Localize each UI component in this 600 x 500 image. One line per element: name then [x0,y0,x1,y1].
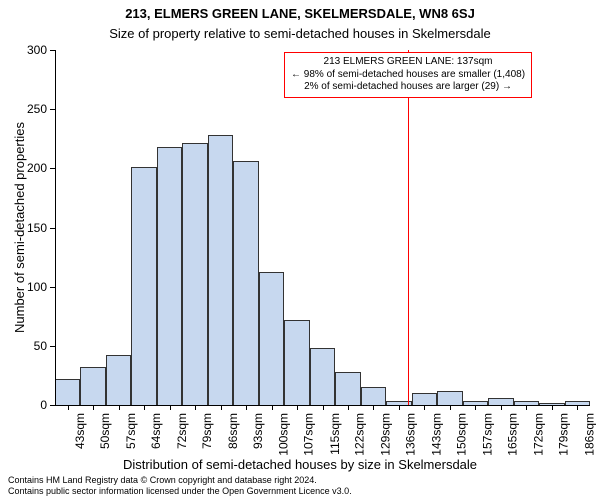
x-tick-label: 172sqm [531,413,545,456]
x-axis-label: Distribution of semi-detached houses by … [0,457,600,472]
x-tick-mark [323,405,324,410]
x-tick-mark [475,405,476,410]
title-sub: Size of property relative to semi-detach… [0,26,600,41]
y-tick-mark [50,287,55,288]
y-tick-mark [50,346,55,347]
histogram-bar [335,372,360,405]
x-tick-label: 165sqm [506,413,520,456]
histogram-bar [284,320,309,405]
x-tick-label: 86sqm [226,413,240,449]
x-tick-mark [68,405,69,410]
x-tick-mark [399,405,400,410]
x-tick-label: 50sqm [98,413,112,449]
x-tick-mark [552,405,553,410]
histogram-bar [259,272,284,405]
x-tick-label: 150sqm [455,413,469,456]
x-tick-label: 122sqm [353,413,367,456]
histogram-bar [208,135,233,405]
histogram-bar [361,387,386,405]
x-tick-mark [450,405,451,410]
y-tick-label: 250 [15,102,47,116]
x-tick-label: 115sqm [328,413,342,455]
annotation-line: 2% of semi-detached houses are larger (2… [291,81,525,94]
annotation-box: 213 ELMERS GREEN LANE: 137sqm← 98% of se… [284,52,532,98]
footer-line: Contains HM Land Registry data © Crown c… [8,475,352,486]
y-tick-mark [50,109,55,110]
x-tick-mark [119,405,120,410]
x-tick-label: 143sqm [429,413,443,456]
histogram-bar [55,379,80,405]
y-tick-mark [50,50,55,51]
x-tick-label: 186sqm [582,413,596,456]
histogram-bar [310,348,335,405]
plot-area: 05010015020025030043sqm50sqm57sqm64sqm72… [55,50,590,405]
y-tick-mark [50,168,55,169]
histogram-bar [157,147,182,405]
footer-line: Contains public sector information licen… [8,486,352,497]
annotation-line: ← 98% of semi-detached houses are smalle… [291,69,525,82]
y-tick-label: 150 [15,221,47,235]
x-tick-label: 179sqm [557,413,571,456]
y-tick-label: 50 [15,339,47,353]
x-tick-mark [297,405,298,410]
x-tick-label: 64sqm [149,413,163,449]
x-tick-label: 129sqm [378,413,392,456]
x-tick-mark [195,405,196,410]
x-tick-label: 43sqm [73,413,87,449]
x-tick-mark [272,405,273,410]
x-tick-mark [144,405,145,410]
histogram-bar [131,167,156,405]
x-tick-label: 79sqm [200,413,214,449]
x-tick-mark [424,405,425,410]
title-main: 213, ELMERS GREEN LANE, SKELMERSDALE, WN… [0,6,600,21]
x-tick-label: 136sqm [404,413,418,456]
histogram-bar [488,398,513,405]
x-tick-mark [577,405,578,410]
x-tick-label: 57sqm [124,413,138,449]
histogram-bar [182,143,207,405]
y-axis-line [55,50,56,405]
x-tick-mark [246,405,247,410]
histogram-bar [437,391,462,405]
x-tick-label: 93sqm [251,413,265,449]
x-tick-mark [221,405,222,410]
histogram-bar [106,355,131,405]
footer-attribution: Contains HM Land Registry data © Crown c… [8,475,352,498]
x-tick-mark [526,405,527,410]
reference-line [408,50,409,405]
y-tick-mark [50,228,55,229]
x-tick-mark [373,405,374,410]
x-tick-label: 100sqm [277,413,291,456]
x-tick-label: 107sqm [302,413,316,456]
y-tick-mark [50,405,55,406]
histogram-bar [233,161,258,405]
y-tick-label: 300 [15,43,47,57]
x-tick-label: 157sqm [480,413,494,456]
y-tick-label: 100 [15,280,47,294]
x-tick-mark [93,405,94,410]
x-tick-mark [501,405,502,410]
chart-container: 213, ELMERS GREEN LANE, SKELMERSDALE, WN… [0,0,600,500]
x-tick-label: 72sqm [175,413,189,449]
x-tick-mark [170,405,171,410]
histogram-bar [80,367,105,405]
y-tick-label: 0 [15,398,47,412]
x-tick-mark [348,405,349,410]
annotation-line: 213 ELMERS GREEN LANE: 137sqm [291,56,525,69]
y-tick-label: 200 [15,161,47,175]
histogram-bar [412,393,437,405]
